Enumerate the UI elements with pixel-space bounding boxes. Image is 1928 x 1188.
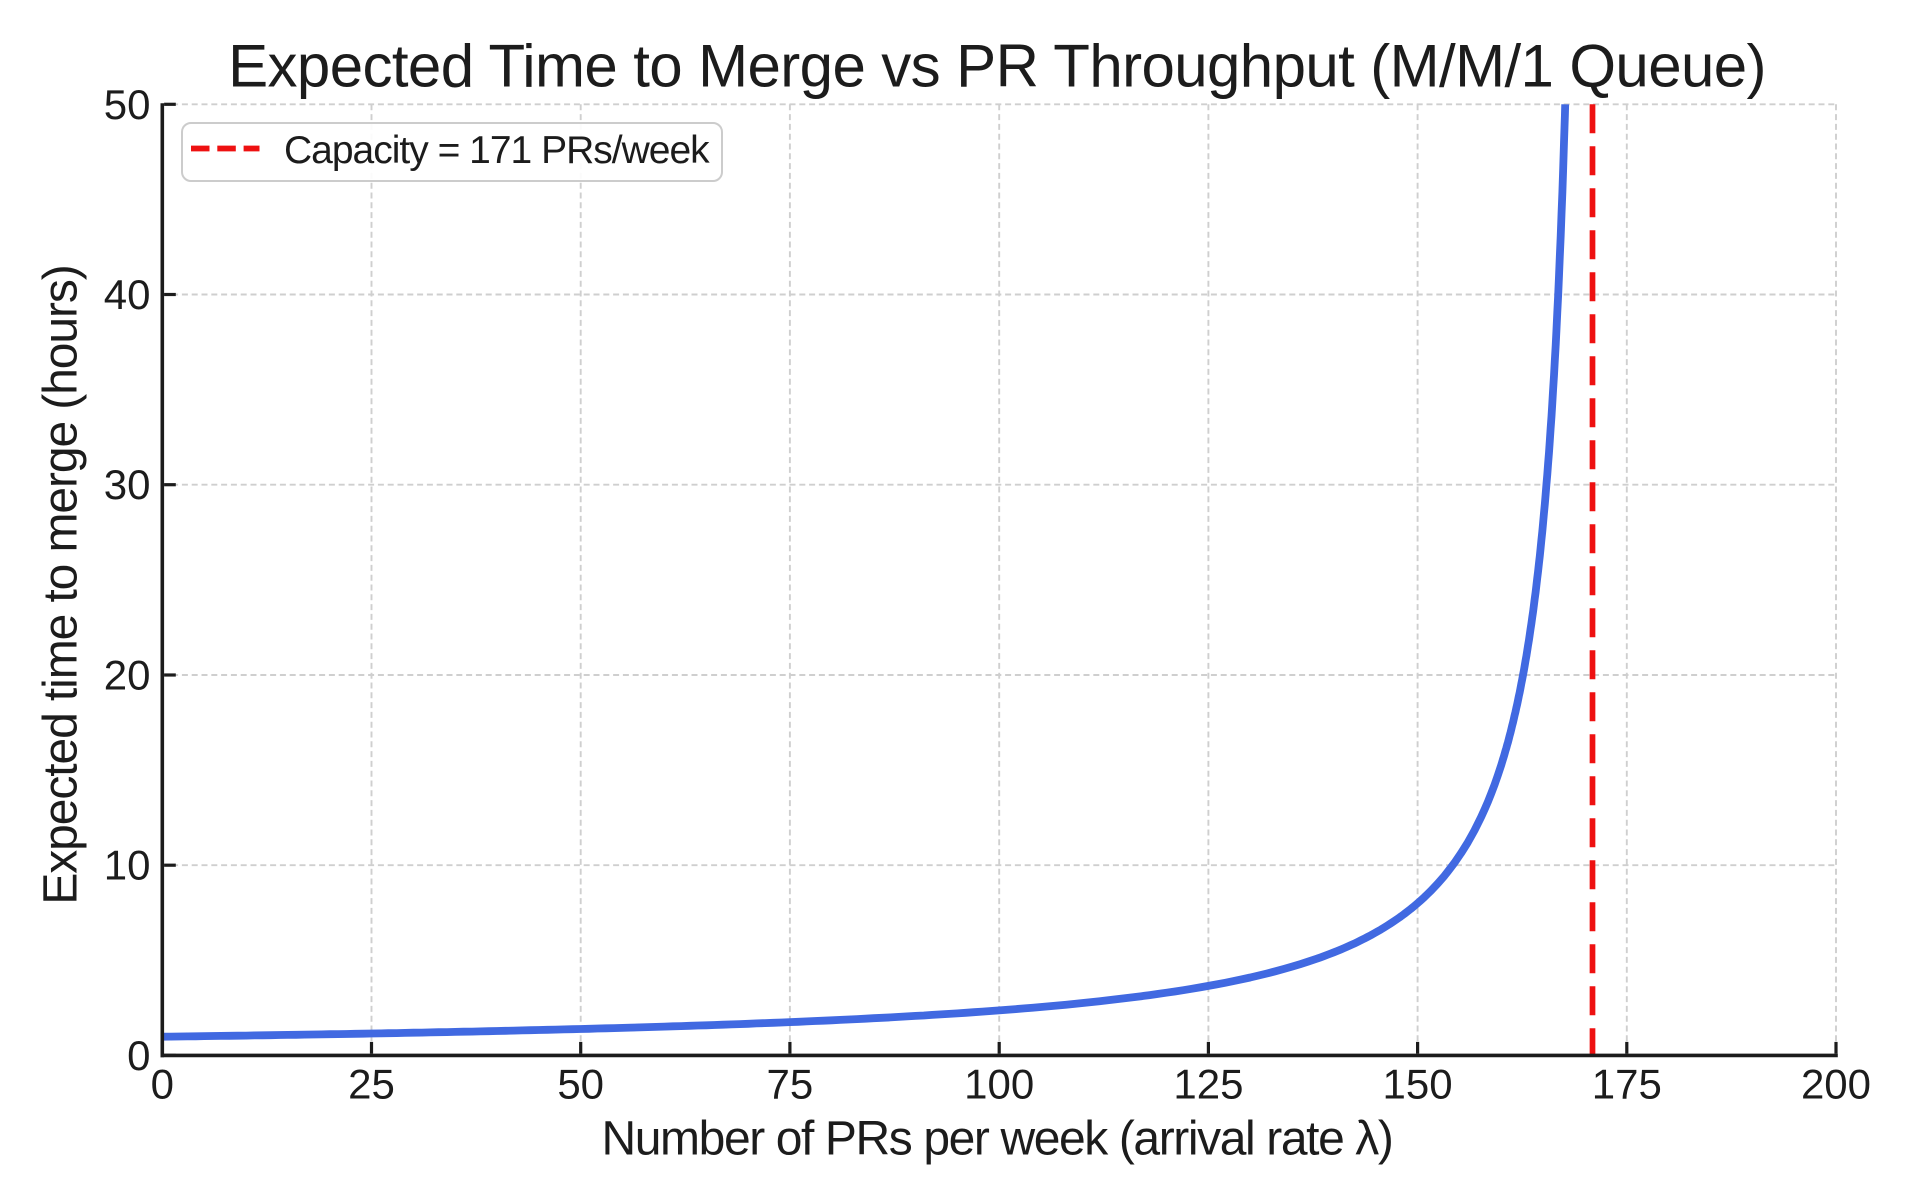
- svg-text:125: 125: [1173, 1061, 1243, 1108]
- svg-text:100: 100: [964, 1061, 1034, 1108]
- svg-text:30: 30: [104, 461, 151, 508]
- svg-text:10: 10: [104, 842, 151, 889]
- svg-text:Expected time to merge (hours): Expected time to merge (hours): [35, 265, 88, 904]
- svg-text:20: 20: [104, 652, 151, 699]
- svg-text:50: 50: [557, 1061, 604, 1108]
- svg-text:175: 175: [1592, 1061, 1662, 1108]
- svg-text:Expected Time to Merge vs PR T: Expected Time to Merge vs PR Throughput …: [228, 33, 1766, 100]
- svg-text:Number of PRs per week (arriva: Number of PRs per week (arrival rate λ): [602, 1113, 1393, 1166]
- svg-text:75: 75: [767, 1061, 814, 1108]
- svg-text:Capacity = 171 PRs/week: Capacity = 171 PRs/week: [284, 129, 710, 172]
- svg-text:50: 50: [104, 81, 151, 128]
- svg-text:25: 25: [348, 1061, 395, 1108]
- svg-text:40: 40: [104, 271, 151, 318]
- svg-text:200: 200: [1801, 1061, 1871, 1108]
- svg-text:0: 0: [127, 1032, 150, 1079]
- svg-text:150: 150: [1383, 1061, 1453, 1108]
- svg-text:0: 0: [151, 1061, 174, 1108]
